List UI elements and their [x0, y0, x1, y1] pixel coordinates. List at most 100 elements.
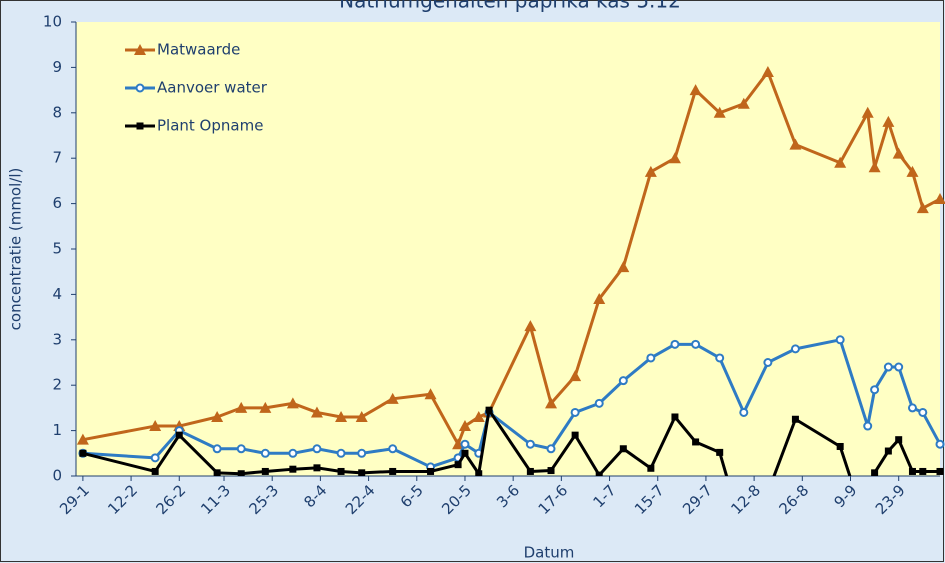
- marker: [237, 470, 245, 476]
- marker: [861, 106, 874, 118]
- marker: [212, 444, 222, 454]
- marker: [386, 392, 399, 404]
- marker: [883, 362, 893, 372]
- marker: [689, 84, 702, 96]
- series-line: [82, 408, 940, 476]
- marker: [570, 407, 580, 417]
- marker: [716, 448, 724, 456]
- marker: [454, 461, 462, 469]
- marker: [907, 403, 917, 413]
- marker: [472, 410, 485, 422]
- marker: [791, 415, 799, 423]
- y-axis-label: concentratie (mmol/l): [7, 168, 25, 331]
- marker: [358, 469, 366, 476]
- marker: [882, 115, 895, 127]
- marker: [884, 447, 892, 455]
- marker: [713, 106, 726, 118]
- marker: [547, 467, 555, 475]
- y-tick-label: 9: [52, 58, 62, 76]
- marker: [895, 436, 903, 444]
- marker: [761, 65, 774, 77]
- marker: [388, 444, 398, 454]
- marker: [644, 165, 657, 177]
- marker: [868, 161, 881, 173]
- y-tick-label: 4: [52, 285, 62, 303]
- marker: [646, 353, 656, 363]
- marker: [834, 156, 847, 168]
- marker: [136, 122, 144, 130]
- marker: [213, 469, 221, 476]
- marker: [211, 410, 224, 422]
- marker: [427, 467, 435, 475]
- marker: [871, 469, 879, 476]
- marker: [739, 407, 749, 417]
- marker: [790, 344, 800, 354]
- marker: [313, 464, 321, 472]
- marker: [150, 453, 160, 463]
- marker: [934, 193, 945, 205]
- marker: [571, 431, 579, 439]
- y-tick-label: 1: [52, 421, 62, 439]
- marker: [836, 442, 844, 450]
- plot-content: [76, 65, 945, 476]
- plot-area: [76, 22, 940, 476]
- marker: [526, 467, 534, 475]
- marker: [335, 410, 348, 422]
- marker: [617, 261, 630, 273]
- marker: [916, 202, 929, 214]
- marker: [619, 445, 627, 453]
- marker: [737, 97, 750, 109]
- marker: [594, 398, 604, 408]
- marker: [135, 83, 145, 93]
- y-tick-label: 6: [52, 194, 62, 212]
- marker: [357, 448, 367, 458]
- y-tick-label: 10: [43, 13, 62, 31]
- marker: [337, 467, 345, 475]
- marker: [151, 467, 159, 475]
- marker: [919, 467, 927, 475]
- marker: [935, 439, 945, 449]
- x-axis-label: Datum: [524, 544, 575, 562]
- marker: [310, 406, 323, 418]
- marker: [647, 464, 655, 472]
- marker: [260, 448, 270, 458]
- marker: [312, 444, 322, 454]
- marker: [569, 370, 582, 382]
- legend-label: Plant Opname: [157, 117, 263, 135]
- marker: [261, 467, 269, 475]
- marker: [691, 339, 701, 349]
- marker: [475, 470, 483, 476]
- marker: [906, 165, 919, 177]
- marker: [336, 448, 346, 458]
- marker: [670, 339, 680, 349]
- marker: [236, 444, 246, 454]
- y-tick-label: 2: [52, 376, 62, 394]
- marker: [835, 335, 845, 345]
- chart-title: Natriumgehalten paprika kas 5.12: [339, 0, 681, 13]
- marker: [894, 362, 904, 372]
- y-tick-label: 5: [52, 240, 62, 258]
- legend-label: Aanvoer water: [157, 79, 268, 97]
- y-tick-label: 0: [52, 467, 62, 485]
- marker: [892, 147, 905, 159]
- marker: [918, 407, 928, 417]
- marker: [134, 44, 146, 55]
- marker: [460, 439, 470, 449]
- y-tick-label: 7: [52, 149, 62, 167]
- marker: [908, 467, 916, 475]
- marker: [593, 292, 606, 304]
- marker: [545, 397, 558, 409]
- marker: [524, 320, 537, 332]
- marker: [458, 420, 471, 432]
- marker: [424, 388, 437, 400]
- marker: [286, 397, 299, 409]
- legend-label: Matwaarde: [157, 41, 240, 59]
- marker: [461, 449, 469, 457]
- marker: [149, 420, 162, 432]
- marker: [863, 421, 873, 431]
- marker: [525, 439, 535, 449]
- marker: [389, 467, 397, 475]
- marker: [671, 413, 679, 421]
- marker: [870, 385, 880, 395]
